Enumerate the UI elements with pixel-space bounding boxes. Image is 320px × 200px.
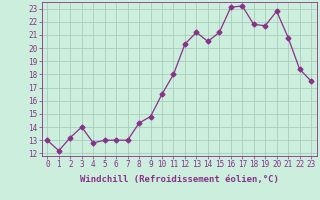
X-axis label: Windchill (Refroidissement éolien,°C): Windchill (Refroidissement éolien,°C) <box>80 175 279 184</box>
